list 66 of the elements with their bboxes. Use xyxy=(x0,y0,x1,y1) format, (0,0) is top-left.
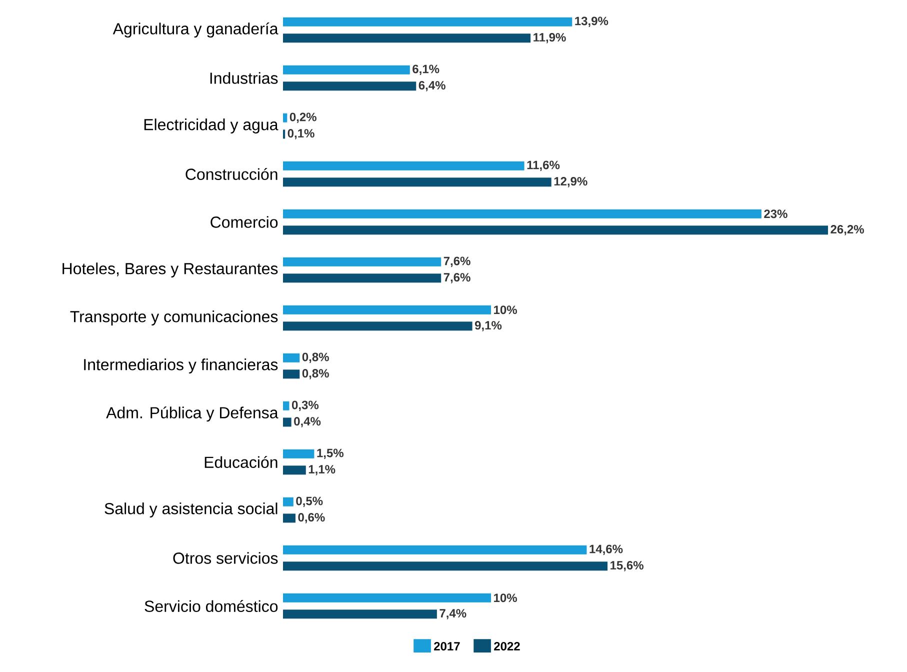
data-label: 13,9% xyxy=(575,16,608,27)
y-tick-label: Comercio xyxy=(210,216,278,228)
data-label: 7,4% xyxy=(440,609,466,620)
data-label: 9,1% xyxy=(474,321,502,332)
y-tick-label: Adm. Pública y Defensa xyxy=(106,406,278,422)
bar xyxy=(283,401,290,410)
data-label: 6,4% xyxy=(418,81,446,92)
bar xyxy=(283,113,288,122)
bar xyxy=(283,418,292,427)
bar xyxy=(283,514,296,523)
bar xyxy=(283,610,437,619)
data-label: 11,9% xyxy=(534,33,566,44)
bar xyxy=(283,82,416,91)
data-label: 0,3% xyxy=(292,400,319,411)
y-tick-label: Salud y asistencia social xyxy=(104,502,278,518)
bar xyxy=(283,545,587,554)
data-label: 14,6% xyxy=(590,544,623,555)
data-label: 1,1% xyxy=(308,465,336,476)
y-tick-label: Construcción xyxy=(186,168,278,180)
y-tick-label: Hoteles, Bares y Restaurantes xyxy=(62,262,278,278)
bar xyxy=(283,322,472,331)
bar xyxy=(283,562,608,571)
data-label: 0,2% xyxy=(290,112,316,123)
data-label: 26,2% xyxy=(830,225,864,236)
bar xyxy=(283,466,306,475)
bar xyxy=(283,65,410,74)
legend-label: 2022 xyxy=(494,642,520,650)
bar xyxy=(283,161,524,170)
bar xyxy=(283,274,442,283)
y-tick-label: Servicio doméstico xyxy=(144,600,278,612)
bar xyxy=(283,593,492,602)
bar xyxy=(283,370,300,379)
y-tick-label: Industrias xyxy=(210,72,278,84)
bar xyxy=(283,17,572,26)
bar xyxy=(283,226,828,235)
data-label: 1,5% xyxy=(317,448,344,459)
data-label: 0,4% xyxy=(294,417,321,428)
y-tick-label: Electricidad y agua xyxy=(144,118,278,134)
data-label: 23% xyxy=(764,210,788,218)
bar xyxy=(283,305,492,314)
y-tick-label: Intermediarios y financieras xyxy=(84,358,278,374)
data-label: 7,6% xyxy=(444,256,470,267)
y-tick-label: Agricultura y ganadería xyxy=(112,22,278,38)
bar xyxy=(283,209,762,218)
y-tick-label: Transporte y comunicaciones xyxy=(70,310,278,326)
data-label: 0,5% xyxy=(296,496,323,507)
bar xyxy=(283,257,442,266)
data-label: 0,8% xyxy=(302,369,329,380)
data-label: 7,6% xyxy=(444,273,470,284)
bar xyxy=(283,178,552,187)
data-label: 0,1% xyxy=(288,129,314,140)
bar xyxy=(283,353,300,362)
bar xyxy=(283,449,314,458)
y-tick-label: Educación xyxy=(204,456,278,468)
data-label: 11,6% xyxy=(527,160,560,171)
bar xyxy=(283,497,294,506)
data-label: 0,6% xyxy=(298,513,325,524)
data-label: 10% xyxy=(494,594,517,602)
data-label: 0,8% xyxy=(302,352,329,363)
data-label: 6,1% xyxy=(412,64,440,75)
legend-label: 2017 xyxy=(434,642,460,650)
data-label: 12,9% xyxy=(554,177,588,188)
data-label: 10% xyxy=(494,306,517,314)
data-label: 15,6% xyxy=(610,561,644,572)
y-tick-label: Otros servicios xyxy=(173,552,278,564)
bar xyxy=(283,34,531,43)
